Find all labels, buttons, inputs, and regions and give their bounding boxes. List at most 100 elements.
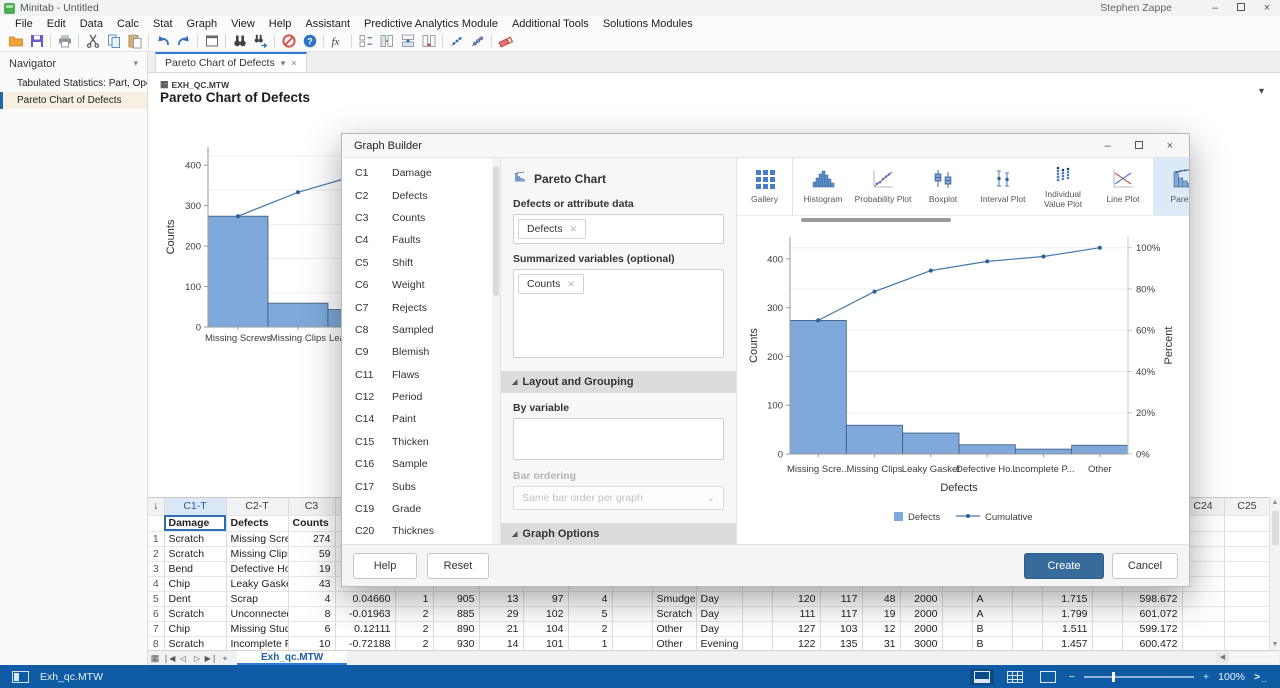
data-cell[interactable]: Scratch xyxy=(164,636,227,650)
data-cell[interactable]: 274 xyxy=(288,531,336,547)
menu-help[interactable]: Help xyxy=(268,17,292,30)
column-item-c6[interactable]: C6 Weight xyxy=(342,274,492,296)
last-worksheet-icon[interactable]: ▶❘ xyxy=(204,653,218,663)
variable-label-cell[interactable] xyxy=(1224,515,1271,532)
data-cell[interactable] xyxy=(942,621,973,637)
zoom-slider-thumb[interactable] xyxy=(1112,671,1116,682)
data-cell[interactable]: 890 xyxy=(433,621,480,637)
data-cell[interactable]: 102 xyxy=(523,606,569,622)
data-cell[interactable] xyxy=(1092,606,1123,622)
edit-points-icon[interactable] xyxy=(446,32,467,50)
data-cell[interactable]: Leaky Gasket xyxy=(226,576,289,592)
tab-close-icon[interactable]: × xyxy=(291,58,297,68)
data-cell[interactable] xyxy=(1224,561,1271,577)
data-cell[interactable]: Day xyxy=(696,621,743,637)
scrollbar-thumb[interactable] xyxy=(1272,511,1279,545)
data-cell[interactable]: 117 xyxy=(820,606,863,622)
data-cell[interactable]: 117 xyxy=(820,591,863,607)
data-cell[interactable]: 2 xyxy=(568,621,613,637)
data-cell[interactable]: 14 xyxy=(479,636,524,650)
data-cell[interactable] xyxy=(1182,636,1225,650)
menu-graph[interactable]: Graph xyxy=(186,17,218,30)
scrollbar-track[interactable] xyxy=(1229,652,1278,663)
worksheet-vertical-scrollbar[interactable]: ▲ ▼ xyxy=(1269,497,1280,650)
gallery-item-interval-plot[interactable]: Interval Plot xyxy=(973,158,1033,215)
insert-cells-icon[interactable] xyxy=(355,32,376,50)
menu-predictive-analytics-module[interactable]: Predictive Analytics Module xyxy=(364,17,498,30)
data-cell[interactable]: 101 xyxy=(523,636,569,650)
data-cell[interactable]: Day xyxy=(696,606,743,622)
gallery-item-individual-value-plot[interactable]: Individual Value Plot xyxy=(1033,158,1093,215)
data-cell[interactable] xyxy=(1182,576,1225,592)
data-cell[interactable]: 13 xyxy=(479,591,524,607)
by-variable-drop-zone[interactable] xyxy=(513,418,724,460)
column-item-c12[interactable]: C12 Period xyxy=(342,386,492,408)
help-icon[interactable]: ? xyxy=(299,32,320,50)
data-cell[interactable]: B xyxy=(972,621,1013,637)
gallery-scrollbar-thumb[interactable] xyxy=(801,218,951,222)
first-worksheet-icon[interactable]: ❘◀ xyxy=(162,653,176,663)
data-cell[interactable] xyxy=(1182,561,1225,577)
data-cell[interactable] xyxy=(1224,576,1271,592)
data-cell[interactable]: 2000 xyxy=(900,621,943,637)
row-number[interactable]: 7 xyxy=(148,621,165,637)
column-item-c16[interactable]: C16 Sample xyxy=(342,453,492,475)
insert-columns-icon[interactable] xyxy=(418,32,439,50)
data-cell[interactable]: Scratch xyxy=(164,531,227,547)
counts-variable-chip[interactable]: Counts ✕ xyxy=(518,274,584,294)
defects-drop-zone[interactable]: Defects ✕ xyxy=(513,214,724,244)
menu-data[interactable]: Data xyxy=(79,17,103,30)
column-list-scrollbar[interactable] xyxy=(492,158,500,544)
zoom-out-icon[interactable]: − xyxy=(1068,670,1076,683)
data-cell[interactable]: 0.12111 xyxy=(335,621,396,637)
data-cell[interactable] xyxy=(1224,591,1271,607)
print-icon[interactable] xyxy=(54,32,75,50)
gallery-item-boxplot[interactable]: Boxplot xyxy=(913,158,973,215)
data-cell[interactable]: 12 xyxy=(862,621,901,637)
data-cell[interactable]: 598.672 xyxy=(1122,591,1183,607)
menu-file[interactable]: File xyxy=(15,17,33,30)
data-cell[interactable]: Chip xyxy=(164,576,227,592)
data-cell[interactable]: Missing Studs xyxy=(226,621,289,637)
data-cell[interactable]: Day xyxy=(696,591,743,607)
data-cell[interactable]: 2000 xyxy=(900,591,943,607)
data-cell[interactable]: 120 xyxy=(772,591,821,607)
data-cell[interactable] xyxy=(612,636,653,650)
data-cell[interactable]: 0.04660 xyxy=(335,591,396,607)
data-cell[interactable]: 19 xyxy=(862,606,901,622)
data-cell[interactable]: Unconnected Wir xyxy=(226,606,289,622)
data-cell[interactable]: 601.072 xyxy=(1122,606,1183,622)
gallery-item-gallery[interactable]: Gallery xyxy=(737,158,793,215)
dialog-title-bar[interactable]: Graph Builder – × xyxy=(342,134,1189,158)
data-cell[interactable] xyxy=(1182,531,1225,547)
data-cell[interactable]: 905 xyxy=(433,591,480,607)
dialog-maximize-icon[interactable] xyxy=(1134,140,1143,152)
data-cell[interactable] xyxy=(1182,546,1225,562)
menu-edit[interactable]: Edit xyxy=(46,17,66,30)
data-cell[interactable]: 6 xyxy=(288,621,336,637)
previous-worksheet-icon[interactable]: ◁ xyxy=(179,653,187,663)
find-icon[interactable] xyxy=(229,32,250,50)
copy-icon[interactable] xyxy=(103,32,124,50)
remove-chip-icon[interactable]: ✕ xyxy=(567,278,575,289)
gallery-item-pareto[interactable]: Pareto xyxy=(1153,158,1189,215)
column-item-c2[interactable]: C2 Defects xyxy=(342,184,492,206)
data-cell[interactable]: Other xyxy=(652,621,697,637)
data-cell[interactable]: 104 xyxy=(523,621,569,637)
scroll-down-icon[interactable]: ▼ xyxy=(1271,641,1279,648)
gallery-item-probability-plot[interactable]: Probability Plot xyxy=(853,158,913,215)
data-cell[interactable] xyxy=(1012,591,1043,607)
variable-label-cell[interactable]: Damage xyxy=(164,515,227,532)
command-line-icon[interactable]: >_ xyxy=(1254,670,1268,683)
restore-button[interactable] xyxy=(1228,2,1254,14)
data-cell[interactable]: Other xyxy=(652,636,697,650)
scroll-left-icon[interactable]: ◀ xyxy=(1216,652,1229,663)
variable-label-cell[interactable]: Defects xyxy=(226,515,289,532)
save-icon[interactable] xyxy=(26,32,47,50)
data-cell[interactable]: A xyxy=(972,606,1013,622)
data-cell[interactable]: 885 xyxy=(433,606,480,622)
worksheet-list-icon[interactable]: ▦ xyxy=(150,652,160,663)
undo-icon[interactable] xyxy=(152,32,173,50)
column-item-c11[interactable]: C11 Flaws xyxy=(342,364,492,386)
variable-label-cell[interactable]: Counts xyxy=(288,515,336,532)
